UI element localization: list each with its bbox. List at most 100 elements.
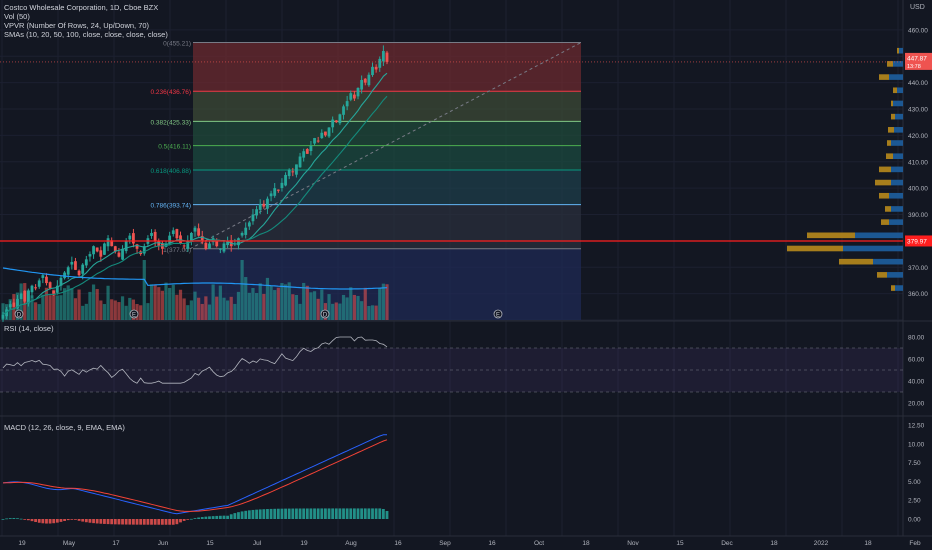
fib-level-label: 0.236(436.76) [151, 89, 191, 96]
candle-body [320, 132, 324, 139]
vpvr-up-bar [891, 206, 903, 212]
macd-histogram-bar [153, 519, 157, 525]
rsi-tick-label: 80.00 [908, 335, 925, 342]
volume-bar [309, 292, 313, 320]
vpvr-down-bar [885, 206, 891, 212]
macd-tick-label: 7.50 [908, 460, 921, 467]
event-marker-icon [493, 309, 503, 319]
time-tick-label: 16 [488, 540, 496, 547]
macd-histogram-bar [356, 508, 360, 519]
candle-body [70, 261, 74, 265]
symbol-title[interactable]: Costco Wholesale Corporation, 1D, Cboe B… [4, 3, 159, 12]
event-marker-label: D [323, 313, 328, 319]
macd-histogram-bar [240, 511, 244, 519]
candle-body [327, 127, 331, 137]
macd-histogram-bar [124, 519, 128, 525]
candle-body [255, 209, 258, 216]
volume-bar [233, 303, 237, 320]
candle-body [273, 188, 277, 196]
macd-histogram-bar [179, 519, 182, 523]
volume-ma-line [2, 267, 388, 290]
candle-body [66, 267, 70, 275]
macd-histogram-bar [287, 508, 291, 519]
candle-body [298, 156, 302, 168]
macd-histogram-bar [233, 513, 237, 519]
vpvr-up-bar [891, 166, 903, 173]
volume-bar [12, 294, 16, 320]
volume-bar [251, 287, 255, 320]
fib-level-label: 1(377.00) [163, 247, 191, 254]
macd-histogram-bar [34, 519, 38, 523]
volume-bar [381, 283, 385, 320]
macd-histogram-bar [186, 519, 190, 520]
candle-body [200, 236, 204, 241]
sma-indicator-label[interactable]: SMAs (10, 20, 50, 100, close, close, clo… [4, 30, 168, 39]
macd-histogram-bar [16, 518, 19, 520]
macd-histogram-bar [298, 508, 302, 519]
macd-tick-label: 0.00 [908, 517, 921, 524]
price-tick-label: 440.00 [908, 80, 928, 87]
candle-body [381, 51, 385, 62]
candle-body [37, 280, 41, 287]
macd-histogram-bar [345, 508, 349, 519]
time-tick-label: Dec [721, 540, 733, 547]
macd-histogram-bar [284, 508, 287, 519]
vpvr-down-bar [888, 127, 894, 133]
fib-level-label: 0.382(425.33) [151, 119, 191, 126]
countdown-label: 13:78 [907, 64, 921, 70]
macd-histogram-bar [352, 508, 356, 519]
macd-tick-label: 5.00 [908, 479, 921, 486]
volume-bar [41, 294, 45, 320]
macd-histogram-bar [30, 519, 34, 522]
last-price-label: 447.87 [907, 55, 927, 62]
vpvr-down-bar [891, 285, 895, 291]
macd-histogram-bar [175, 519, 179, 525]
chart-legend: Costco Wholesale Corporation, 1D, Cboe B… [4, 3, 168, 39]
volume-bar [168, 287, 172, 320]
time-tick-label: 18 [582, 540, 590, 547]
candle-body [189, 232, 193, 242]
volume-bar [360, 301, 364, 320]
macd-histogram-bar [229, 514, 233, 519]
candle-body [367, 74, 371, 86]
candle-body [34, 287, 38, 289]
vpvr-down-bar [875, 179, 891, 186]
time-tick-label: 15 [206, 540, 214, 547]
rsi-pane-title[interactable]: RSI (14, close) [4, 324, 54, 333]
volume-bar [374, 305, 378, 320]
macd-histogram-bar [95, 519, 99, 524]
candle-body [84, 259, 88, 266]
price-tick-label: 460.00 [908, 27, 928, 34]
vpvr-indicator-label[interactable]: VPVR (Number Of Rows, 24, Up/Down, 70) [4, 21, 150, 30]
candle-body [295, 164, 298, 175]
candle-body [124, 240, 128, 252]
event-marker-icon [129, 309, 139, 319]
signal-line [2, 439, 388, 512]
volume-bar [273, 290, 277, 320]
candle-body [360, 80, 364, 90]
volume-bar [73, 298, 78, 320]
macd-histogram-bar [215, 515, 219, 519]
macd-pane-title[interactable]: MACD (12, 26, close, 9, EMA, EMA) [4, 423, 125, 432]
time-tick-label: Oct [534, 540, 544, 547]
macd-histogram-bar [84, 519, 88, 523]
fib-zone [193, 121, 581, 146]
volume-indicator-label[interactable]: Vol (50) [4, 12, 30, 21]
candle-body [45, 276, 48, 284]
candle-body [74, 261, 77, 270]
volume-bar [229, 296, 233, 320]
price-tick-label: 400.00 [908, 186, 928, 193]
time-tick-label: Aug [345, 540, 357, 547]
price-tick-label: 360.00 [908, 291, 928, 298]
candle-body [378, 58, 382, 68]
time-tick-label: Jul [253, 540, 262, 547]
candle-body [197, 228, 201, 236]
macd-histogram-bar [171, 519, 175, 525]
vpvr-up-bar [894, 127, 903, 133]
candle-body [110, 240, 114, 247]
candle-body [132, 233, 135, 244]
volume-bar [367, 305, 371, 320]
volume-bar [312, 291, 317, 320]
candle-body [88, 254, 92, 257]
